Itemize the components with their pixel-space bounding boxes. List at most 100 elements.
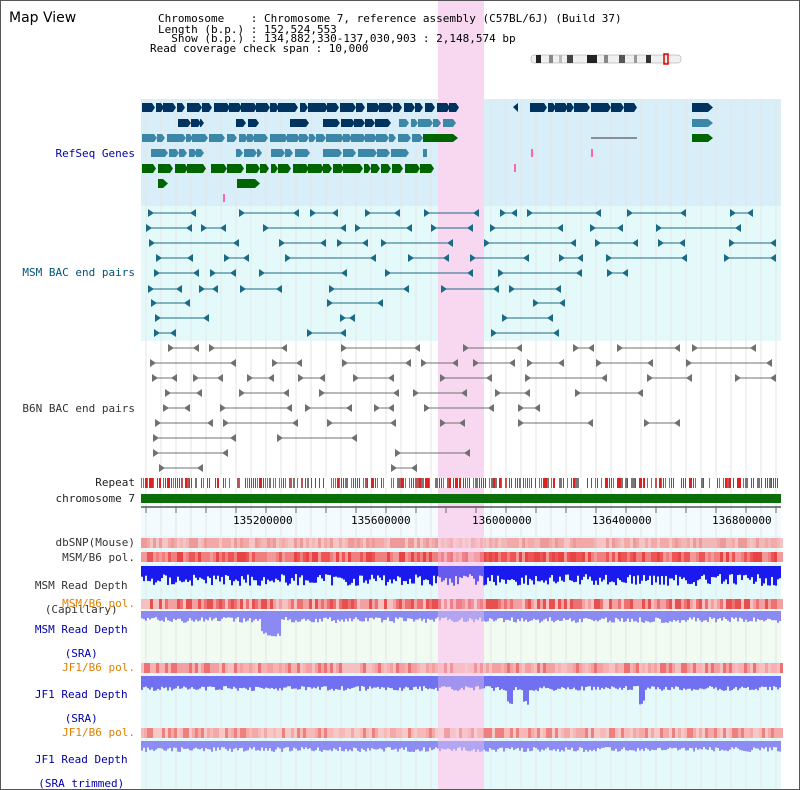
track-label-jf1-b6-pol[interactable]: JF1/B6 pol. [62,661,135,674]
msm-sra-depth-bar [621,611,623,619]
msm-b6-polymorphism-cell [507,552,510,562]
jf1-b6-polymorphism-cell [648,663,651,673]
msm-b6-polymorphism-cell [633,552,636,562]
msm-sra-depth-bar [693,611,695,618]
gene-strand-arrow [362,119,365,127]
jf1-trimmed-depth-bar [277,741,279,748]
track-label-jf1-b6-pol-2[interactable]: JF1/B6 pol. [62,726,135,739]
gene-exon [187,164,203,173]
dbsnp-heat-cell [339,538,342,548]
msm-sra-depth-bar [613,611,615,623]
dbsnp-heat-cell [447,538,450,548]
dbsnp-heat-cell [762,538,765,548]
msm-b6-polymorphism-cell [279,552,282,562]
msm-b6-polymorphism-cell [192,552,195,562]
track-label-msm-b6-pol[interactable]: MSM/B6 pol. [62,551,135,564]
jf1-b6-polymorphism-cell [210,728,213,738]
jf1-b6-polymorphism-cell [420,663,423,673]
msm-b6-polymorphism-cell [246,599,249,609]
gene-strand-arrow [184,149,187,157]
msm-b6-polymorphism-cell [636,552,639,562]
jf1-b6-polymorphism-cell [243,728,246,738]
track-label-b6n-bac[interactable]: B6N BAC end pairs [22,402,135,415]
jf1-b6-polymorphism-cell [348,728,351,738]
track-label-msm-read-sra[interactable]: MSM Read Depth (SRA) [1,612,135,672]
jf1-trimmed-depth-bar [529,741,531,752]
dbsnp-heat-cell [780,538,783,548]
msm-capillary-depth-bar [293,566,295,581]
track-label-jf1-read-sra[interactable]: JF1 Read Depth (SRA) [1,677,135,737]
gene-exon [186,134,190,142]
jf1-sra-depth-bar [337,676,339,690]
gene-strand-arrow [325,103,328,112]
msm-capillary-depth-bar [245,566,247,583]
msm-capillary-depth-bar [185,566,187,580]
jf1-trimmed-depth-bar [751,741,753,751]
jf1-b6-polymorphism-cell [465,663,468,673]
msm-b6-polymorphism-cell [195,599,198,609]
msm-sra-depth-bar [511,611,513,618]
bac-end-marker [307,329,313,337]
gene-exon [142,164,153,173]
dbsnp-heat-cell [333,538,336,548]
jf1-b6-polymorphism-cell [747,663,750,673]
gene-exon [236,149,240,157]
msm-b6-polymorphism-cell [252,552,255,562]
bac-end-marker [459,419,465,427]
jf1-b6-polymorphism-cell [591,663,594,673]
jf1-trimmed-depth-bar [541,741,543,750]
jf1-b6-polymorphism-cell [702,728,705,738]
track-label-dbsnp[interactable]: dbSNP(Mouse) [55,536,135,549]
jf1-trimmed-depth-bar [233,741,235,749]
track-label-jf1-read-trimmed[interactable]: JF1 Read Depth (SRA trimmed) [1,742,135,790]
jf1-b6-polymorphism-cell [753,663,756,673]
bac-end-marker [150,359,156,367]
dbsnp-heat-cell [486,538,489,548]
track-label-chromosome[interactable]: chromosome 7 [55,492,135,505]
jf1-sra-depth-bar [591,676,593,691]
msm-sra-depth-bar [245,611,247,622]
msm-b6-polymorphism-cell [606,599,609,609]
jf1-b6-polymorphism-cell [768,728,771,738]
dbsnp-heat-cell [471,538,474,548]
msm-capillary-depth-bar [337,566,339,578]
jf1-sra-depth-bar [153,676,155,691]
bac-end-marker [153,449,159,457]
msm-b6-polymorphism-cell [651,599,654,609]
msm-capillary-depth-bar [233,566,235,582]
track-label-refseq[interactable]: RefSeq Genes [55,147,135,160]
jf1-sra-depth-bar [341,676,343,687]
jf1-sra-depth-bar [701,676,703,689]
dbsnp-heat-cell [360,538,363,548]
track-label-msm-bac[interactable]: MSM BAC end pairs [22,266,135,279]
msm-capillary-depth-bar [745,566,747,575]
msm-capillary-depth-bar [143,566,145,582]
msm-b6-polymorphism-cell [429,599,432,609]
track-label-repeat[interactable]: Repeat [95,476,135,489]
msm-capillary-depth-bar [717,566,719,576]
jf1-sra-depth-bar [327,676,329,691]
jf1-sra-depth-bar [407,676,409,688]
msm-b6-polymorphism-cell [165,599,168,609]
repeat-element [377,478,378,488]
jf1-b6-polymorphism-cell [315,663,318,673]
msm-b6-polymorphism-cell [462,599,465,609]
bac-end-marker [154,329,160,337]
repeat-element [525,478,526,488]
repeat-element [665,478,666,488]
track-label-msm-b6-pol-2[interactable]: MSM/B6 pol. [62,597,135,610]
jf1-b6-polymorphism-cell [363,663,366,673]
jf1-trimmed-depth-bar [637,741,639,749]
msm-b6-polymorphism-cell [663,599,666,609]
track-label-msm-read-capillary[interactable]: MSM Read Depth (Capillary) [1,568,135,628]
msm-capillary-depth-bar [297,566,299,586]
jf1-trimmed-depth-bar [421,741,423,751]
bac-end-marker [730,209,736,217]
msm-sra-depth-bar [345,611,347,619]
msm-b6-polymorphism-cell [519,552,522,562]
msm-b6-polymorphism-cell [459,552,462,562]
dbsnp-heat-cell [687,538,690,548]
msm-capillary-depth-bar [319,566,321,576]
msm-b6-polymorphism-cell [399,552,402,562]
